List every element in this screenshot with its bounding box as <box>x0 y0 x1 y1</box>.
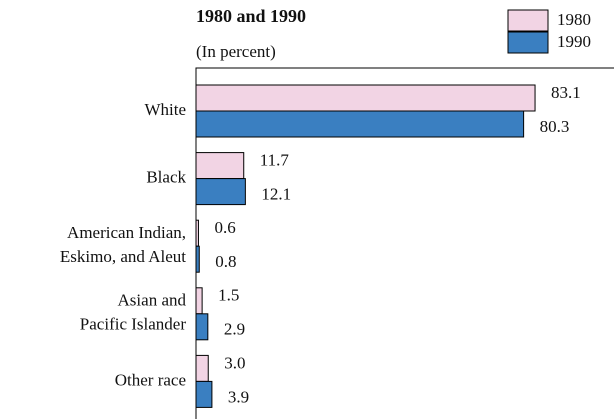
value-label: 0.8 <box>215 252 236 271</box>
bar <box>195 287 203 315</box>
value-label: 3.9 <box>228 387 249 406</box>
chart-title: 1980 and 1990 <box>196 6 306 26</box>
bar <box>195 245 200 273</box>
value-label: 12.1 <box>261 185 291 204</box>
value-label: 1.5 <box>218 286 239 305</box>
chart-subtitle: (In percent) <box>196 42 276 61</box>
legend-label: 1990 <box>557 32 591 51</box>
category-label: White <box>144 100 186 119</box>
bar <box>195 110 525 138</box>
category-label: Other race <box>115 370 186 389</box>
value-label: 2.9 <box>224 320 245 339</box>
category-label: Black <box>146 168 186 187</box>
category-label: American Indian, <box>67 223 186 242</box>
category-label: Pacific Islander <box>80 315 187 334</box>
bar <box>195 152 245 180</box>
bar <box>195 354 209 382</box>
value-label: 80.3 <box>540 117 570 136</box>
value-label: 83.1 <box>551 83 581 102</box>
value-label: 11.7 <box>260 151 290 170</box>
bar <box>195 178 246 206</box>
legend-swatch <box>507 31 549 54</box>
bar <box>195 313 209 341</box>
value-label: 3.0 <box>224 353 245 372</box>
bar <box>195 219 199 247</box>
legend-swatch <box>507 9 549 32</box>
value-label: 0.6 <box>214 218 235 237</box>
bar <box>195 84 536 112</box>
category-label: Asian and <box>118 291 187 310</box>
category-label: Eskimo, and Aleut <box>60 247 186 266</box>
legend-label: 1980 <box>557 10 591 29</box>
bar <box>195 380 213 408</box>
